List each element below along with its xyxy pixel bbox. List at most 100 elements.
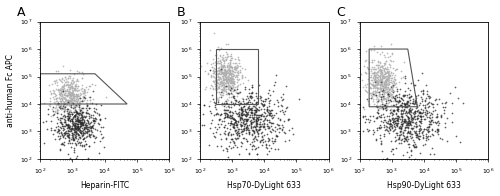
- Point: [232, 73, 240, 76]
- Point: [68, 118, 76, 121]
- Point: [422, 128, 430, 131]
- Point: [244, 117, 252, 120]
- Point: [412, 99, 420, 102]
- Point: [220, 74, 228, 77]
- Point: [444, 117, 452, 120]
- Point: [385, 99, 393, 102]
- Point: [253, 107, 261, 110]
- Point: [217, 63, 225, 66]
- Point: [66, 99, 74, 102]
- Point: [401, 120, 409, 123]
- Point: [378, 97, 386, 100]
- Point: [226, 70, 234, 73]
- Point: [408, 94, 416, 98]
- Point: [371, 67, 379, 70]
- Point: [238, 107, 246, 111]
- Point: [223, 98, 231, 101]
- Point: [456, 140, 464, 143]
- Point: [62, 83, 70, 87]
- Point: [258, 103, 266, 106]
- Point: [254, 135, 262, 138]
- Point: [214, 84, 222, 87]
- Point: [367, 93, 375, 96]
- Point: [71, 114, 79, 118]
- Point: [59, 87, 67, 90]
- Point: [375, 64, 383, 67]
- Point: [235, 108, 243, 111]
- Point: [386, 109, 394, 112]
- Point: [398, 132, 406, 135]
- Point: [258, 130, 266, 133]
- Point: [70, 114, 78, 117]
- Point: [64, 91, 72, 94]
- Point: [66, 99, 74, 103]
- Point: [222, 57, 230, 60]
- Point: [46, 91, 54, 94]
- Point: [288, 133, 296, 136]
- Point: [386, 119, 394, 122]
- Point: [380, 115, 388, 118]
- Point: [282, 107, 290, 110]
- Point: [68, 127, 76, 130]
- Point: [54, 70, 62, 73]
- Point: [231, 85, 239, 89]
- Point: [392, 119, 400, 122]
- Point: [364, 128, 372, 132]
- Point: [72, 105, 80, 109]
- Point: [74, 103, 82, 106]
- Point: [51, 137, 59, 140]
- Point: [78, 87, 86, 90]
- Point: [391, 73, 399, 76]
- Point: [380, 133, 388, 136]
- Point: [228, 74, 235, 77]
- Point: [48, 119, 56, 122]
- Point: [220, 104, 228, 107]
- Point: [210, 75, 218, 79]
- Point: [88, 126, 96, 129]
- Point: [248, 128, 256, 131]
- Point: [224, 68, 232, 71]
- Point: [390, 96, 398, 100]
- Point: [89, 114, 97, 117]
- Point: [70, 132, 78, 136]
- Point: [54, 87, 62, 91]
- Point: [228, 86, 236, 89]
- Point: [404, 118, 412, 121]
- Point: [379, 86, 387, 90]
- Point: [84, 129, 92, 132]
- Point: [224, 131, 232, 134]
- Point: [382, 85, 390, 88]
- Point: [246, 142, 254, 146]
- Point: [72, 110, 80, 113]
- Point: [373, 75, 381, 78]
- Point: [80, 120, 88, 123]
- Point: [254, 108, 262, 112]
- Point: [374, 67, 382, 70]
- Point: [76, 112, 84, 115]
- Point: [90, 119, 98, 122]
- Point: [421, 113, 429, 116]
- Text: B: B: [176, 6, 186, 19]
- Point: [408, 154, 416, 157]
- Point: [227, 95, 235, 98]
- Point: [368, 58, 376, 61]
- Point: [64, 101, 72, 104]
- Point: [240, 124, 248, 128]
- Point: [420, 111, 428, 114]
- Point: [60, 91, 68, 94]
- Point: [250, 98, 258, 101]
- Point: [397, 132, 405, 136]
- Point: [406, 116, 414, 119]
- Point: [382, 157, 390, 160]
- Point: [66, 100, 74, 103]
- Point: [200, 113, 207, 116]
- Point: [216, 81, 224, 84]
- Point: [70, 125, 78, 128]
- Point: [215, 61, 223, 64]
- Point: [227, 122, 235, 125]
- Point: [223, 77, 231, 81]
- Point: [218, 67, 226, 70]
- Point: [422, 109, 430, 112]
- Point: [372, 94, 380, 98]
- Point: [228, 80, 236, 83]
